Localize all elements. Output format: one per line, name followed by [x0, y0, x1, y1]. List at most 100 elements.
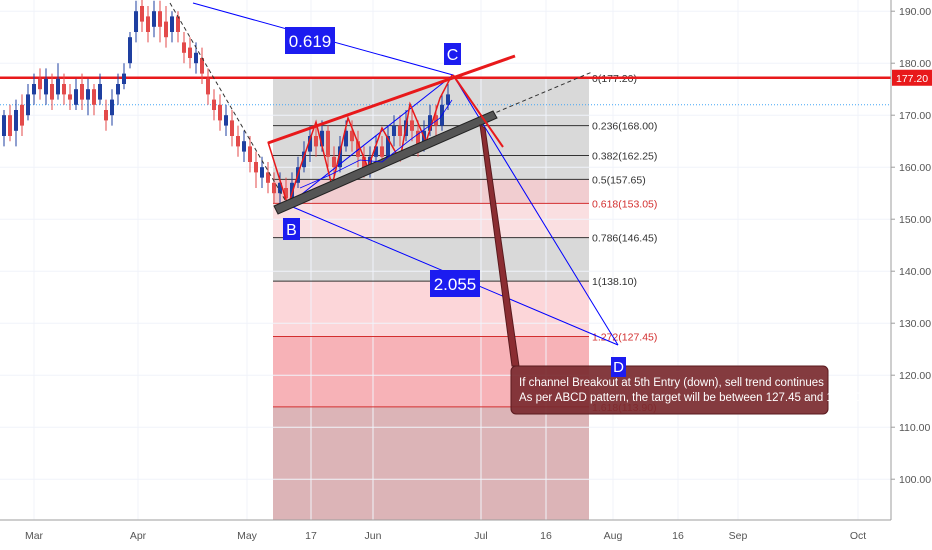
candle-body — [134, 11, 138, 32]
candle-body — [56, 78, 60, 95]
candle-body — [260, 167, 264, 178]
x-tick-label: 17 — [305, 530, 317, 542]
candle-body — [320, 130, 324, 147]
candle-body — [200, 58, 204, 74]
ratio-badge — [285, 27, 335, 54]
candle-body — [416, 130, 420, 147]
annotation-line-2: As per ABCD pattern, the target will be … — [519, 392, 861, 404]
candle-body — [248, 146, 252, 162]
x-tick-label: Jun — [365, 530, 382, 542]
point-badge — [444, 43, 461, 65]
candle-body — [8, 115, 12, 136]
x-tick-label: Apr — [130, 530, 147, 542]
candle-body — [152, 11, 156, 27]
point-badge — [611, 357, 626, 377]
candle-body — [380, 146, 384, 157]
candle-body — [38, 78, 42, 90]
candle-body — [62, 84, 66, 95]
ratio-badge — [430, 270, 480, 297]
ratio-label-2055: 2.055 — [430, 270, 480, 297]
price-axis-background — [891, 0, 932, 550]
candle-body — [212, 99, 216, 110]
point-text: C — [447, 47, 459, 64]
fib-zone — [273, 179, 589, 204]
inner-pattern-line — [299, 99, 453, 189]
candle-body — [398, 125, 402, 136]
time-axis-background — [0, 520, 932, 550]
candle-body — [50, 84, 54, 100]
candle-body — [170, 16, 174, 32]
ratio-text: 2.055 — [434, 275, 477, 294]
candle-body — [392, 125, 396, 136]
last-price-badge: 177.20 — [892, 69, 932, 86]
candle-body — [374, 146, 378, 157]
dashed-channel-extension — [489, 71, 593, 116]
candle-body — [122, 73, 126, 84]
last-price-text: 177.20 — [896, 73, 928, 85]
candle-body — [86, 89, 90, 100]
candle-body — [20, 104, 24, 126]
y-tick-label: 180.00 — [899, 58, 931, 70]
candle-body — [356, 141, 360, 157]
time-axis[interactable]: Mar Apr May 17 Jun Jul 16 Aug 16 Sep Oct — [25, 530, 866, 542]
candle-body — [188, 47, 192, 58]
candle-body — [314, 136, 318, 147]
candle-body — [434, 115, 438, 126]
candle-body — [326, 130, 330, 157]
candle-body — [128, 37, 132, 64]
y-tick-label: 100.00 — [899, 474, 931, 486]
candle-body — [272, 182, 276, 194]
candle-body — [386, 136, 390, 157]
price-axis[interactable]: 190.00 180.00 170.00 160.00 150.00 140.00 130.… — [891, 6, 931, 486]
candle-body — [74, 89, 78, 105]
candle-body — [338, 146, 342, 168]
point-badge — [283, 218, 300, 240]
last-price-background — [892, 69, 932, 86]
candle-body — [164, 21, 168, 38]
candle-body — [140, 6, 144, 22]
candle-body — [80, 84, 84, 100]
candle-body — [266, 172, 270, 183]
y-tick-label: 110.00 — [899, 422, 930, 434]
candle-body — [224, 115, 228, 126]
candle-body — [236, 136, 240, 147]
pattern-lines — [0, 76, 891, 106]
x-tick-label: 16 — [540, 530, 552, 542]
candle-body — [308, 136, 312, 152]
candle-body — [68, 94, 72, 100]
candle-body — [242, 141, 246, 152]
candle-body — [284, 188, 288, 199]
ratio-label-0619: 0.619 — [285, 27, 335, 54]
annotation-callout: If channel Breakout at 5th Entry (down),… — [510, 365, 861, 415]
fib-zone — [273, 406, 589, 520]
point-label-d: D — [611, 357, 626, 377]
candle-body — [362, 156, 366, 173]
candle-body — [344, 130, 348, 147]
candle-body — [104, 110, 108, 121]
candle-body — [218, 104, 222, 121]
candle-body — [278, 182, 282, 194]
dashed-line-ab — [169, 2, 289, 206]
x-tick-label: Sep — [729, 530, 748, 542]
candle-body — [302, 151, 306, 168]
x-tick-label: Oct — [850, 530, 866, 542]
pattern-line-bc — [287, 74, 454, 206]
annotation-line-1: If channel Breakout at 5th Entry (down),… — [519, 377, 824, 389]
candle-body — [26, 94, 30, 116]
candle-body — [146, 16, 150, 32]
y-tick-label: 170.00 — [899, 110, 931, 122]
candle-body — [116, 84, 120, 95]
candle-body — [158, 11, 162, 27]
candle-body — [92, 89, 96, 105]
fib-label: 0.5(157.65) — [592, 174, 646, 186]
channel-lower-band — [273, 110, 498, 215]
candle-body — [44, 78, 48, 95]
candle-body — [350, 130, 354, 142]
candle-body — [446, 94, 450, 105]
candle-body — [194, 52, 198, 64]
y-tick-label: 150.00 — [899, 214, 931, 226]
candle-body — [14, 110, 18, 131]
y-tick-label: 160.00 — [899, 162, 931, 174]
x-tick-label: Aug — [604, 530, 623, 542]
